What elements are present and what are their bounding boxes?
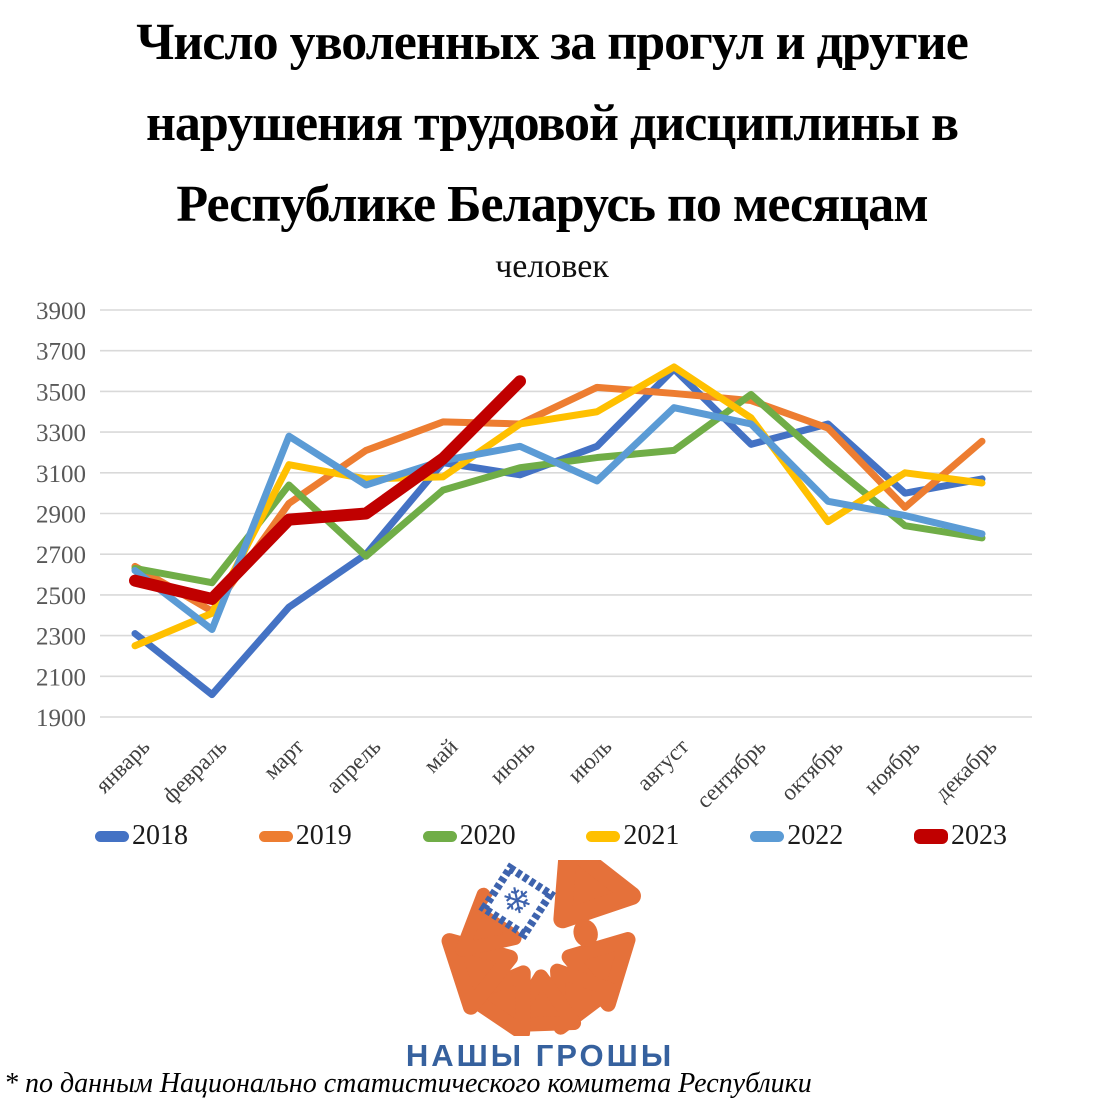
legend-item-2023: 2023 — [913, 820, 1007, 852]
legend-swatch-2021 — [586, 830, 621, 842]
x-axis-tick-label: ноябрь — [859, 734, 925, 800]
y-axis-tick-label: 3100 — [36, 461, 86, 488]
legend-swatch-2022 — [750, 830, 785, 842]
y-axis-tick-label: 3900 — [36, 298, 86, 325]
x-axis-tick-label: июнь — [485, 734, 540, 789]
y-axis-tick-label: 2500 — [36, 583, 86, 610]
y-axis-tick-label: 3500 — [36, 379, 86, 406]
x-axis-tick-label: январь — [90, 734, 154, 798]
ornament-diamond — [478, 862, 556, 941]
y-axis-tick-label: 2900 — [36, 502, 86, 529]
legend-item-2022: 2022 — [750, 820, 843, 852]
legend-swatch-2023 — [913, 828, 948, 844]
y-axis-tick-label: 2300 — [36, 624, 86, 651]
legend-swatch-2019 — [258, 830, 293, 842]
legend-label-2019: 2019 — [295, 820, 352, 851]
y-axis-tick-label: 3300 — [36, 420, 86, 447]
x-axis-tick-label: сентябрь — [691, 734, 770, 813]
publisher-name: НАШЫ ГРОШЫ — [405, 1038, 675, 1073]
x-axis-tick-label: март — [258, 734, 308, 784]
legend-item-2020: 2020 — [422, 820, 516, 852]
series-line-2021 — [131, 363, 986, 650]
x-axis-tick-label: апрель — [321, 734, 385, 798]
legend-item-2021: 2021 — [586, 820, 679, 852]
chart-title-line-3: Республике Беларусь по месяцам — [176, 176, 928, 233]
title-block: Число уволенных за прогул и другие наруш… — [0, 2, 1104, 289]
x-axis-tick-label: май — [419, 734, 463, 778]
series-line-2022 — [131, 404, 986, 633]
legend-label-2018: 2018 — [132, 820, 188, 851]
chart-legend: 2018 2019 2020 2021 2022 2023 — [95, 820, 1007, 852]
x-axis-tick-label: февраль — [157, 734, 231, 808]
y-axis-tick-label: 2100 — [36, 664, 86, 691]
legend-label-2020: 2020 — [459, 820, 516, 851]
chart-title-line-1: Число уволенных за прогул и другие — [136, 14, 969, 71]
x-axis-tick-label: июль — [563, 734, 617, 788]
series-line-2019 — [131, 383, 986, 615]
orange-slice — [553, 860, 641, 929]
legend-item-2018: 2018 — [95, 820, 188, 852]
x-axis-tick-label: август — [632, 734, 694, 796]
legend-swatch-2020 — [422, 830, 457, 842]
legend-item-2019: 2019 — [258, 820, 352, 852]
legend-label-2021: 2021 — [623, 820, 680, 851]
chart-units-subtitle: человек — [495, 248, 609, 285]
orange-slices-logo-icon: ❄ — [441, 860, 641, 1036]
orange-dot — [573, 919, 598, 947]
legend-label-2023: 2023 — [950, 820, 1007, 851]
belarusian-ornament-icon: ❄ — [478, 862, 556, 941]
source-footnote: * по данным Национально статистического … — [4, 1068, 812, 1099]
publisher-logo: ❄ НАШЫ ГРОШЫ — [0, 860, 1080, 1074]
y-axis-tick-label: 1900 — [36, 705, 86, 732]
legend-label-2022: 2022 — [787, 820, 844, 851]
line-chart: 3900 3700 3500 3300 3100 2900 2700 2500 2300 2100… — [36, 298, 1032, 813]
x-axis-tick-label: октябрь — [776, 734, 848, 806]
y-axis-tick-label: 2700 — [36, 542, 86, 569]
legend-swatch-2018 — [95, 830, 129, 842]
series-line-2023 — [129, 375, 526, 605]
chart-title-line-2: нарушения трудовой дисциплины в — [145, 95, 959, 152]
x-axis-tick-label: декабрь — [930, 734, 1002, 806]
y-axis-tick-label: 3700 — [36, 339, 86, 366]
